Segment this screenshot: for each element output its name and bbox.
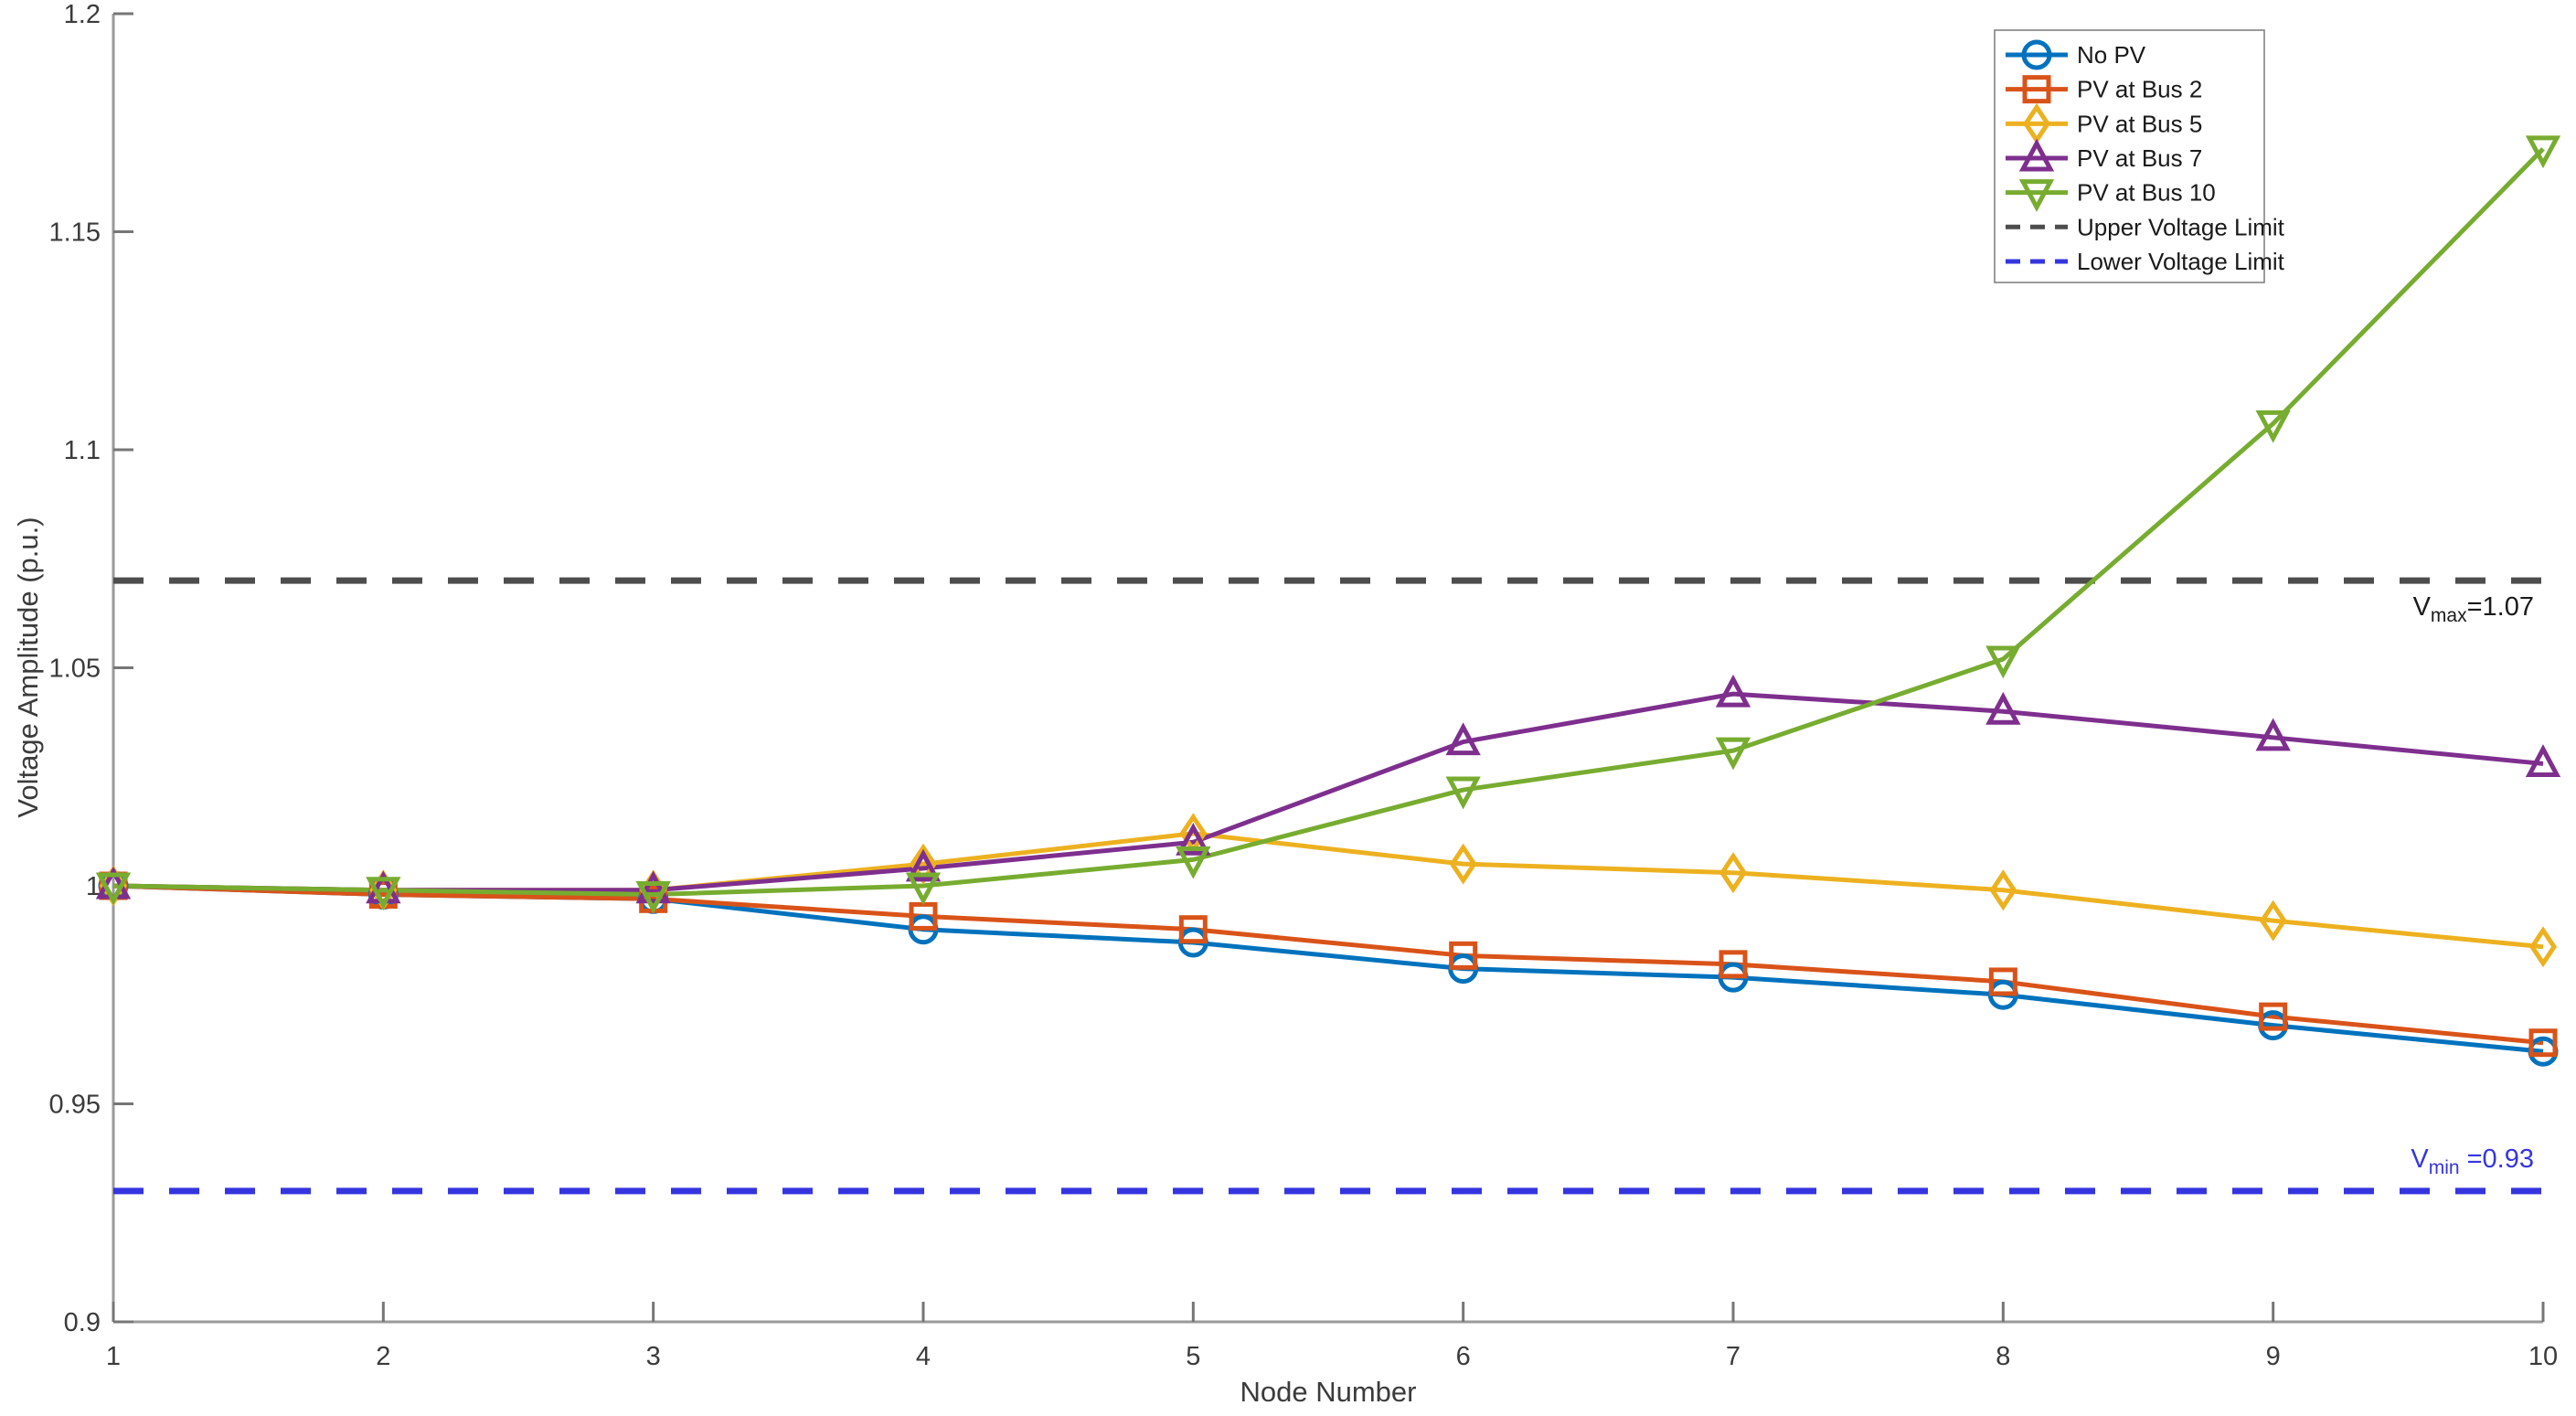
y-tick-label: 1.2 bbox=[64, 0, 101, 29]
vmax-value: =1.07 bbox=[2466, 592, 2534, 622]
vmin-symbol: V bbox=[2411, 1145, 2429, 1174]
marker-pv-at-bus-7-node-3 bbox=[635, 870, 671, 904]
x-tick-label: 7 bbox=[1726, 1342, 1740, 1371]
marker-pv-at-bus-7-node-4 bbox=[905, 848, 942, 882]
marker-pv-at-bus-10-node-2 bbox=[366, 877, 401, 910]
y-tick-label: 0.9 bbox=[64, 1308, 101, 1337]
marker-pv-at-bus-10-node-4 bbox=[905, 872, 942, 906]
x-tick-label: 3 bbox=[646, 1342, 661, 1371]
marker-pv-at-bus-5-node-8 bbox=[1989, 869, 2017, 911]
legend-marker-no-pv bbox=[2021, 39, 2052, 70]
vmin-value: =0.93 bbox=[2459, 1145, 2534, 1174]
x-tick-label: 9 bbox=[2266, 1342, 2281, 1371]
marker-pv-at-bus-10-node-9 bbox=[2255, 410, 2291, 443]
y-axis-label: Voltage Amplitude (p.u.) bbox=[12, 516, 44, 818]
marker-pv-at-bus-7-node-6 bbox=[1445, 722, 1481, 756]
marker-pv-at-bus-2-node-7 bbox=[1719, 950, 1748, 979]
marker-pv-at-bus-2-node-8 bbox=[1988, 967, 2017, 996]
y-tick-label: 1 bbox=[86, 872, 101, 901]
marker-pv-at-bus-10-node-5 bbox=[1176, 846, 1211, 879]
marker-pv-at-bus-10-node-1 bbox=[95, 872, 132, 906]
vmax-subscript: max bbox=[2430, 604, 2467, 626]
legend-marker-pv-at-bus-2 bbox=[2022, 75, 2051, 104]
marker-pv-at-bus-5-node-6 bbox=[1449, 843, 1477, 885]
y-tick-label: 0.95 bbox=[49, 1091, 101, 1120]
marker-pv-at-bus-2-node-6 bbox=[1449, 941, 1478, 970]
legend-label-no-pv: No PV bbox=[2077, 41, 2146, 69]
legend-marker-pv-at-bus-7 bbox=[2018, 138, 2055, 172]
marker-pv-at-bus-7-node-8 bbox=[1985, 691, 2021, 725]
y-tick-label: 1.05 bbox=[49, 655, 101, 684]
legend-label-pv-at-bus-7: PV at Bus 7 bbox=[2077, 144, 2202, 172]
marker-pv-at-bus-2-node-10 bbox=[2528, 1028, 2558, 1058]
x-axis-label: Node Number bbox=[1240, 1376, 1417, 1408]
legend-label-lower-voltage-limit: Lower Voltage Limit bbox=[2077, 248, 2285, 275]
series-line-pv-at-bus-2 bbox=[112, 883, 2544, 1046]
marker-pv-at-bus-10-node-10 bbox=[2525, 135, 2561, 169]
marker-pv-at-bus-7-node-10 bbox=[2525, 744, 2561, 777]
legend-label-pv-at-bus-2: PV at Bus 2 bbox=[2077, 76, 2202, 103]
x-tick-label: 1 bbox=[106, 1342, 121, 1371]
marker-pv-at-bus-7-node-5 bbox=[1176, 823, 1211, 856]
marker-pv-at-bus-10-node-3 bbox=[635, 881, 671, 914]
legend-label-upper-voltage-limit: Upper Voltage Limit bbox=[2077, 213, 2285, 240]
series-line-pv-at-bus-7 bbox=[112, 691, 2544, 893]
legend-marker-pv-at-bus-10 bbox=[2018, 179, 2055, 212]
x-tick-label: 10 bbox=[2528, 1342, 2558, 1371]
vmin-subscript: min bbox=[2428, 1156, 2460, 1178]
y-tick-label: 1.15 bbox=[49, 218, 101, 248]
marker-pv-at-bus-5-node-7 bbox=[1719, 852, 1748, 894]
x-tick-label: 5 bbox=[1186, 1342, 1200, 1371]
marker-pv-at-bus-5-node-9 bbox=[2259, 900, 2287, 942]
marker-pv-at-bus-10-node-8 bbox=[1985, 645, 2021, 679]
x-tick-label: 2 bbox=[376, 1342, 390, 1371]
legend-label-pv-at-bus-10: PV at Bus 10 bbox=[2077, 179, 2216, 207]
x-tick-label: 6 bbox=[1456, 1342, 1471, 1371]
marker-pv-at-bus-7-node-9 bbox=[2255, 718, 2291, 751]
marker-pv-at-bus-10-node-6 bbox=[1445, 776, 1481, 810]
x-tick-label: 8 bbox=[1996, 1342, 2010, 1371]
marker-pv-at-bus-2-node-5 bbox=[1178, 915, 1208, 944]
vmax-symbol: V bbox=[2412, 592, 2431, 622]
lower-limit-annotation: Vmin =0.93 bbox=[2411, 1145, 2534, 1178]
marker-pv-at-bus-5-node-10 bbox=[2528, 926, 2558, 968]
marker-pv-at-bus-7-node-7 bbox=[1715, 674, 1751, 708]
marker-pv-at-bus-10-node-7 bbox=[1715, 737, 1751, 771]
marker-pv-at-bus-2-node-9 bbox=[2259, 1002, 2288, 1031]
series-line-pv-at-bus-10 bbox=[112, 147, 2545, 898]
upper-limit-annotation: Vmax=1.07 bbox=[2412, 592, 2534, 626]
legend-label-pv-at-bus-5: PV at Bus 5 bbox=[2077, 110, 2202, 137]
y-tick-label: 1.1 bbox=[64, 436, 101, 465]
x-tick-label: 4 bbox=[916, 1342, 931, 1371]
